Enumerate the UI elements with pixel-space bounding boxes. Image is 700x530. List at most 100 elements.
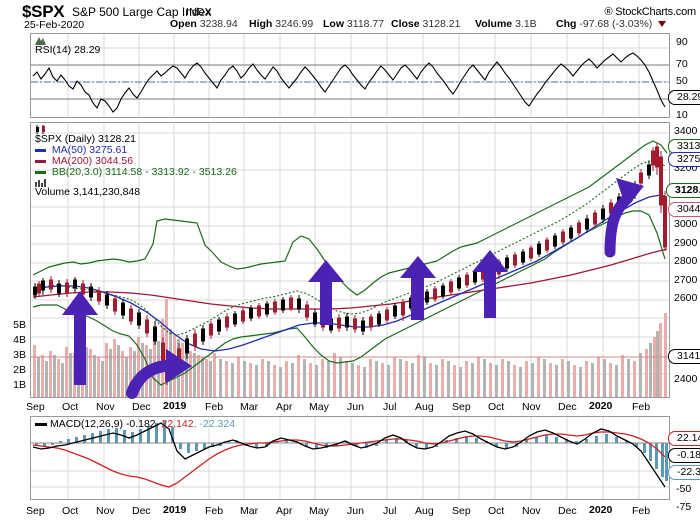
x-tick-dec-2019: Dec <box>558 401 577 413</box>
rsi-tick-10: 10 <box>676 109 688 121</box>
rsi-tick-90: 90 <box>676 36 688 48</box>
candlestick-icon <box>36 125 45 134</box>
price-tick-2400: 2400 <box>674 373 698 385</box>
ma200-line <box>32 248 668 310</box>
symbol-name: S&P 500 Large Cap Index <box>72 5 212 19</box>
x-tick-apr-2019: Apr <box>276 401 293 413</box>
x2-tick-may-2019: May <box>309 505 329 517</box>
macd-panel: MACD(12,26,9) -0.182, 22.142, -22.324 <box>30 416 670 500</box>
quote-close: Close 3128.21 <box>391 18 460 30</box>
x2-tick-mar-2019: Mar <box>240 505 259 517</box>
macd-plot <box>31 417 669 499</box>
price-tick-3000: 3000 <box>674 218 698 230</box>
bb-middle-line <box>32 160 666 336</box>
x-tick-feb-2019: Feb <box>205 401 224 413</box>
triangle-down-icon <box>658 21 667 28</box>
legend-row-bb: BB(20,3.0) 3114.58 - 3313.92 - 3513.26 <box>35 167 237 178</box>
macd-signal-value-box: 22.142 <box>668 431 700 446</box>
x-tick-2020: 2020 <box>589 400 613 412</box>
rsi-legend-text: RSI(14) 28.29 <box>35 44 101 56</box>
exchange-label: INDX <box>186 6 212 18</box>
macd-svg <box>31 417 669 499</box>
price-tick-3400: 3400 <box>674 125 698 137</box>
x-tick-aug-2019: Aug <box>415 401 434 413</box>
x-tick-2019: 2019 <box>163 400 187 412</box>
x2-tick-jun-2019: Jun <box>347 505 364 517</box>
quote-change-value: -97.68 (-3.03%) <box>579 18 653 30</box>
macd-legend-hist: , -22.324 <box>193 418 236 430</box>
x-tick-may-2019: May <box>309 401 329 413</box>
stockcharts-brand: ® StockCharts.com <box>604 6 696 18</box>
legend-ma50-text: MA(50) 3275.61 <box>51 144 128 156</box>
quote-high: High 3246.99 <box>249 18 313 30</box>
volume-value-box: 3141230 <box>668 349 700 364</box>
bb-swatch <box>35 170 46 174</box>
price-panel: $SPX (Daily) 3128.21 MA(50) 3275.61 MA(2… <box>30 122 670 398</box>
x2-tick-feb-2020: Feb <box>632 505 651 517</box>
x-tick-oct-2018: Oct <box>62 401 79 413</box>
x2-tick-apr-2019: Apr <box>276 505 293 517</box>
quote-low-value: 3118.77 <box>346 18 385 30</box>
x-tick-nov-2018: Nov <box>96 401 115 413</box>
quote-low-label: Low <box>323 18 344 30</box>
x2-tick-nov-2019: Nov <box>522 505 541 517</box>
legend-row-spx: $SPX (Daily) 3128.21 <box>35 125 237 145</box>
macd-legend: MACD(12,26,9) -0.182, 22.142, -22.324 <box>35 419 235 430</box>
bb-upper-line <box>32 140 668 296</box>
legend-spx-text: $SPX (Daily) 3128.21 <box>35 133 136 145</box>
macd-legend-signal: , 22.142 <box>155 418 194 430</box>
rsi-tick-70: 70 <box>676 58 688 70</box>
volume-bars <box>33 299 667 397</box>
quote-high-value: 3246.99 <box>275 18 314 30</box>
x-tick-sep-2019: Sep <box>452 401 471 413</box>
x2-tick-2019: 2019 <box>163 504 187 516</box>
x2-tick-nov-2018: Nov <box>96 505 115 517</box>
x2-tick-2020: 2020 <box>589 504 613 516</box>
volume-tick-1b: 1B <box>13 379 26 391</box>
macd-tick-minus75: -75 <box>676 501 692 513</box>
close-value-box: 3128.21 <box>666 183 700 198</box>
rsi-line <box>32 52 666 113</box>
volume-tick-5b: 5B <box>13 319 26 331</box>
quote-high-label: High <box>249 18 273 30</box>
legend-row-ma50: MA(50) 3275.61 <box>35 145 237 156</box>
ma200-value-box: 3044.56 <box>668 202 700 217</box>
quote-low: Low 3118.77 <box>323 18 384 30</box>
symbol-ticker: $SPX <box>22 2 65 21</box>
macd-legend-main: MACD(12,26,9) -0.182 <box>50 418 156 430</box>
volume-tick-4b: 4B <box>13 334 26 346</box>
quote-open-label: Open <box>170 18 197 30</box>
rsi-legend: RSI(14) 28.29 <box>35 36 100 56</box>
bb-lower-line <box>32 210 666 386</box>
legend-bb-text: BB(20,3.0) 3114.58 - 3313.92 - 3513.26 <box>51 166 237 178</box>
rsi-panel: RSI(14) 28.29 <box>30 33 670 118</box>
x-tick-oct-2019: Oct <box>488 401 505 413</box>
price-tick-2800: 2800 <box>674 255 698 267</box>
macd-line <box>32 422 666 488</box>
rsi-value-box: 28.29 <box>668 90 700 105</box>
x2-tick-sep-2019: Sep <box>452 505 471 517</box>
macd-line-value-box: -0.182 <box>668 448 700 463</box>
x2-tick-sep-2018: Sep <box>26 505 45 517</box>
price-legend: $SPX (Daily) 3128.21 MA(50) 3275.61 MA(2… <box>35 125 237 198</box>
x2-tick-feb-2019: Feb <box>205 505 224 517</box>
quote-volume: Volume 3.1B <box>475 18 537 30</box>
x-tick-sep-2018: Sep <box>26 401 45 413</box>
x-tick-nov-2019: Nov <box>522 401 541 413</box>
x2-tick-jul-2019: Jul <box>383 505 397 517</box>
rsi-plot <box>31 34 669 117</box>
x2-tick-oct-2018: Oct <box>62 505 79 517</box>
rsi-tick-50: 50 <box>676 75 688 87</box>
legend-row-volume: Volume 3,141,230,848 <box>35 178 237 198</box>
bars-icon <box>35 179 46 187</box>
legend-volume-text: Volume 3,141,230,848 <box>35 186 141 198</box>
x-tick-dec-2018: Dec <box>132 401 151 413</box>
mountain-icon <box>35 37 46 45</box>
quote-close-label: Close <box>391 18 420 30</box>
quote-volume-label: Volume <box>475 18 513 30</box>
macd-tick-minus50: -50 <box>676 483 692 495</box>
quote-open: Open 3238.94 <box>170 18 238 30</box>
ma200-swatch <box>35 159 46 163</box>
volume-tick-3b: 3B <box>13 349 26 361</box>
x2-tick-aug-2019: Aug <box>415 505 434 517</box>
